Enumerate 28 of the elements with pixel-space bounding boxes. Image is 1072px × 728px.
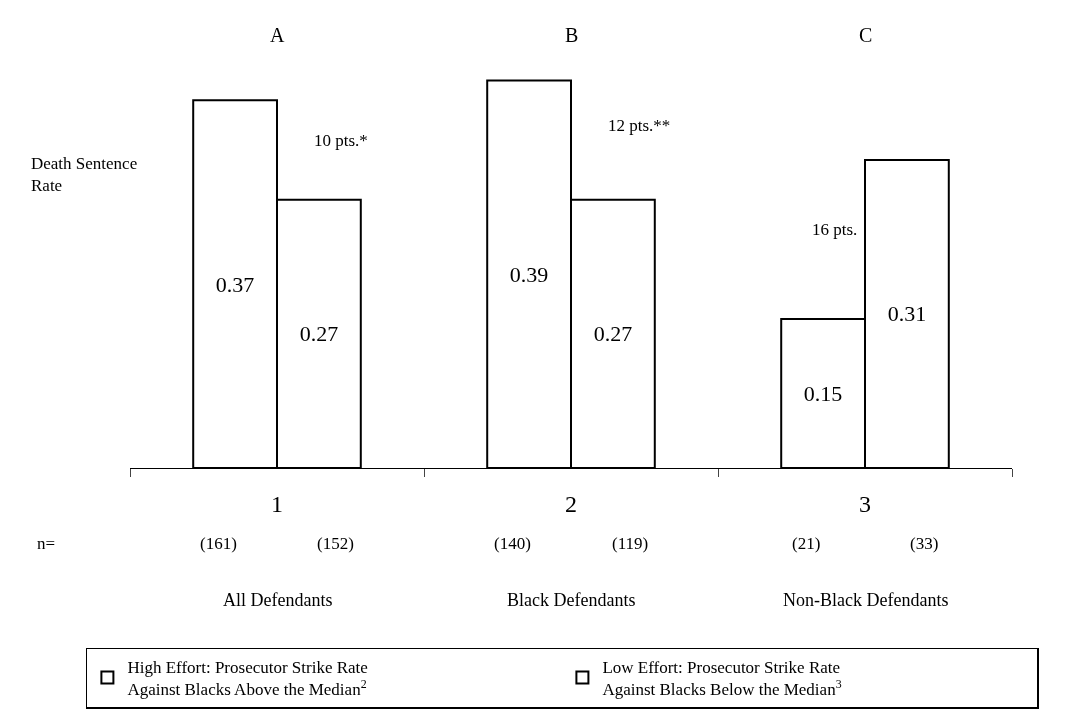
text: (140) [494, 534, 531, 553]
text: A [270, 24, 285, 46]
data-label: 0.31 [887, 301, 927, 327]
text: C [859, 24, 873, 46]
data-label: 0.37 [215, 271, 255, 297]
legend-label: Low Effort: Prosecutor Strike Rate Against Blacks Below the Median$^{3}$ [602, 658, 842, 700]
annotation: 10 pts.* [314, 131, 368, 150]
x-tick-label: 3 [859, 490, 871, 517]
annotation: 16 pts. [812, 220, 858, 239]
y-axis-title: Death Sentence Rate [31, 154, 138, 196]
x-tick-label: 2 [565, 490, 577, 517]
data-label: 0.39 [509, 261, 549, 287]
text: (119) [612, 534, 649, 553]
data-label: 0.27 [299, 321, 339, 347]
annotation: 12 pts.** [608, 116, 671, 135]
text: (161) [200, 534, 237, 553]
x-tick-label: 1 [271, 490, 283, 517]
text: Black Defendants [507, 590, 636, 610]
text: B [565, 24, 579, 46]
text: (21) [792, 534, 821, 553]
data-label: 0.27 [593, 321, 633, 347]
text: All Defendants [223, 590, 333, 610]
legend-label: High Effort: Prosecutor Strike Rate Against Blacks Above the Median$^{2}$ [127, 658, 368, 700]
text: (33) [910, 534, 939, 553]
text: Non-Black Defendants [783, 590, 949, 610]
text: n= [37, 534, 56, 553]
data-label: 0.15 [803, 380, 843, 406]
text: (152) [317, 534, 354, 553]
